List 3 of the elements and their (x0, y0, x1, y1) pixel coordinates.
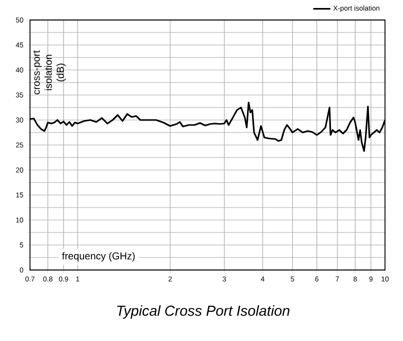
text: Typical Cross Port Isolation (117, 305, 290, 319)
y-axis-title: cross-port isolation (dB) (33, 50, 66, 94)
x-axis-title: frequency (GHz) (62, 252, 135, 262)
